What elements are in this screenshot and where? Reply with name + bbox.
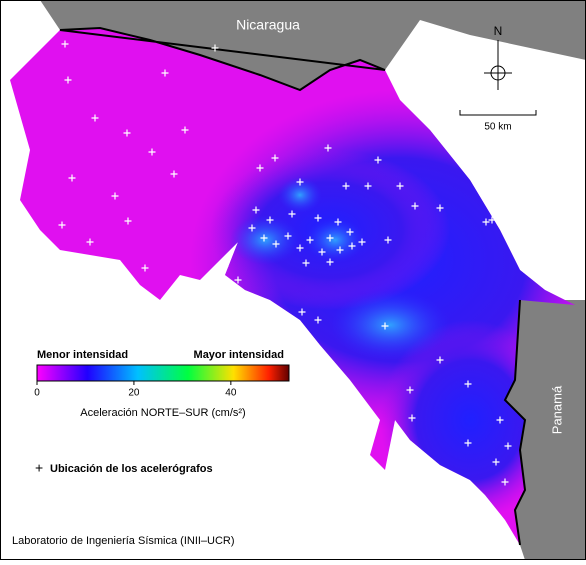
station-marker [406,386,414,394]
station-marker [324,144,332,152]
colorbar-ticks: 0 20 40 [34,381,237,399]
station-marker [504,442,512,450]
station-marker [211,44,219,52]
colorbar-tick-label: 0 [34,388,40,399]
border [59,26,386,92]
station-marker [488,216,496,224]
station-marker [314,316,322,324]
station-marker [326,234,334,242]
colorbar-max-label: Mayor intensidad [194,349,284,361]
station-marker [248,224,256,232]
nicaragua-land [40,0,586,90]
scale-bar [459,110,537,116]
station-marker [436,356,444,364]
station-marker [111,192,119,200]
station-marker [272,240,280,248]
station-marker [358,238,366,246]
station-marker [408,414,416,422]
station-marker [91,114,99,122]
station-marker [464,380,472,388]
station-marker [181,126,189,134]
station-marker [141,264,149,272]
station-marker [58,221,66,229]
station-marker [464,439,472,447]
station-marker [374,156,382,164]
station-marker [271,154,279,162]
station-marker [348,242,356,250]
scale-label: 50 km [484,122,511,133]
station-marker [381,322,389,330]
station-marker [170,170,178,178]
station-marker [501,478,509,486]
station-marker [306,236,314,244]
station-marker [296,244,304,252]
station-marker [266,216,274,224]
station-marker [496,416,504,424]
station-marker [314,214,322,222]
legend-label: Ubicación de los acelerógrafos [50,463,213,475]
station-marker [252,206,260,214]
station-marker [86,238,94,246]
country-label: Nicaragua [236,17,300,33]
stations [58,40,512,486]
colorbar-title: Aceleración NORTE–SUR (cm/s²) [80,407,245,419]
country-label: Panamá [549,385,564,434]
station-marker [346,228,354,236]
station-marker [326,258,334,266]
colorbar-min-label: Menor intensidad [37,349,128,361]
station-marker [436,204,444,212]
station-marker [284,232,292,240]
station-marker [228,281,236,289]
colorbar-tick-label: 20 [128,388,140,399]
station-marker [364,182,372,190]
border [503,299,527,546]
station-marker [234,276,242,284]
station-marker [256,164,264,172]
station-marker [492,458,500,466]
station-marker [411,202,419,210]
station-marker [336,246,344,254]
station-marker [123,129,131,137]
station-marker [396,182,404,190]
credit: Laboratorio de Ingeniería Sísmica (INII–… [12,535,235,547]
station-marker [61,40,69,48]
compass [484,40,512,90]
station-marker [68,174,76,182]
panama-land [505,300,586,560]
station-marker [342,182,350,190]
station-marker [288,210,296,218]
colorbar [36,364,290,382]
station-marker [260,234,268,242]
colorbar-tick-label: 40 [225,388,237,399]
station-marker [334,218,342,226]
station-marker [161,69,169,77]
label-bg [228,15,308,37]
station-marker [124,217,132,225]
station-marker [221,262,229,270]
legend-symbol: + [35,460,43,476]
station-marker [384,236,392,244]
station-marker [302,259,310,267]
station-marker [298,308,306,316]
station-marker [296,178,304,186]
station-marker [318,248,326,256]
station-marker [482,218,490,226]
station-marker [64,76,72,84]
station-marker [148,148,156,156]
north-label: N [494,24,503,38]
